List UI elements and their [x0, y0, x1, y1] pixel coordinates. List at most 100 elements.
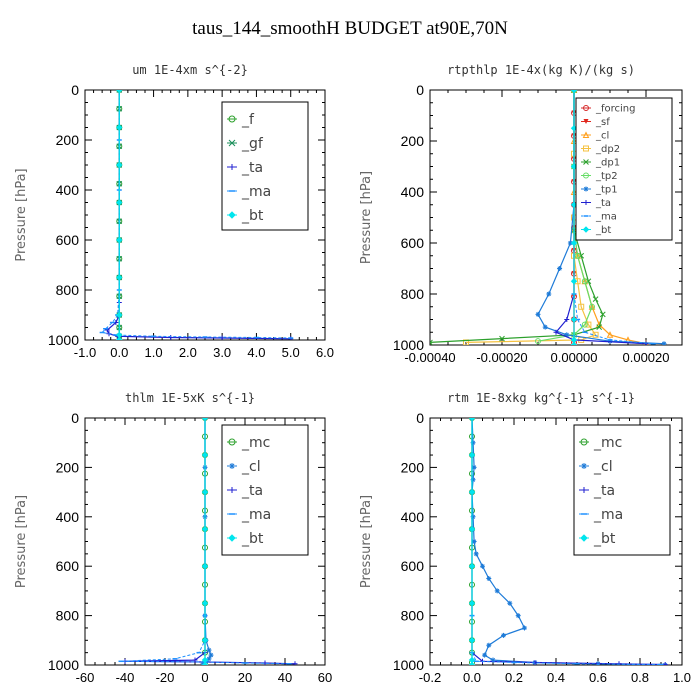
data-point — [570, 316, 578, 323]
data-point — [206, 656, 212, 662]
data-point — [219, 335, 225, 340]
data-point — [662, 662, 668, 665]
x-tick-label: 2.0 — [179, 345, 197, 360]
data-point — [581, 321, 588, 328]
x-tick-label: -0.00040 — [404, 350, 455, 365]
y-axis-label: Pressure [hPa] — [14, 495, 29, 588]
legend-marker — [228, 438, 236, 446]
series-line-ma — [573, 90, 654, 345]
legend-marker — [583, 105, 589, 111]
legend-marker — [228, 139, 236, 147]
data-point — [592, 296, 599, 302]
data-point — [482, 652, 488, 658]
y-tick-label: 1000 — [48, 657, 79, 673]
data-point — [473, 551, 479, 557]
data-point — [200, 661, 206, 665]
data-point — [507, 600, 513, 606]
data-point — [578, 303, 585, 310]
legend-label: _dp1 — [595, 158, 620, 169]
data-point — [606, 331, 614, 338]
y-tick-label: 1000 — [393, 337, 424, 353]
chart-title: rtpthlp 1E-4x(kg K)/(kg s) — [447, 63, 635, 77]
y-tick-label: 600 — [401, 558, 425, 574]
data-point — [116, 90, 123, 93]
legend: _mc _cl _ta _ma _bt — [221, 424, 309, 556]
legend-marker — [583, 200, 589, 205]
legend-marker — [583, 119, 589, 124]
data-point — [596, 324, 603, 331]
legend-label: _f — [241, 112, 255, 128]
y-tick-label: 800 — [401, 286, 425, 302]
y-tick-label: 400 — [401, 509, 425, 525]
data-point — [515, 613, 521, 619]
y-tick-label: 400 — [56, 509, 80, 525]
data-point — [570, 341, 578, 345]
data-point — [201, 451, 209, 459]
series-line-tp1 — [537, 90, 665, 345]
data-point — [490, 657, 496, 663]
data-point — [471, 539, 477, 544]
data-point — [208, 652, 214, 658]
data-point — [570, 90, 578, 94]
x-tick-label: -40 — [116, 670, 135, 685]
y-tick-label: 0 — [71, 410, 79, 426]
data-point — [201, 661, 209, 665]
data-point — [501, 632, 506, 638]
data-point — [589, 303, 595, 310]
legend: _forcing _sf _cl _dp2 _dp1 _tp2 _tp1 _ta _ma _bt — [575, 97, 673, 241]
data-point — [292, 661, 298, 665]
legend-label: _dp2 — [595, 144, 620, 155]
chart-title: thlm 1E-5xK s^{-1} — [125, 391, 255, 405]
x-tick-label: 40 — [278, 670, 292, 685]
data-point — [486, 642, 492, 648]
series-group — [430, 90, 667, 345]
x-tick-label: 0.2 — [505, 670, 523, 685]
x-tick-label: 20 — [238, 670, 252, 685]
data-point — [116, 124, 123, 131]
legend-label: _mc — [593, 435, 622, 451]
data-point — [499, 335, 505, 342]
data-point — [553, 329, 559, 335]
series-group — [99, 90, 294, 340]
legend-box — [573, 424, 671, 556]
data-point — [567, 240, 573, 246]
data-point — [599, 311, 606, 318]
data-point — [116, 336, 123, 340]
legend-marker — [581, 463, 587, 469]
legend-marker — [583, 159, 589, 165]
legend-marker — [228, 534, 236, 542]
y-axis-label: Pressure [hPa] — [359, 171, 374, 264]
legend-label: _ma — [595, 212, 617, 223]
legend-label: _bt — [595, 225, 611, 236]
legend-box — [221, 101, 309, 231]
y-tick-label: 600 — [401, 235, 425, 251]
x-tick-label: 0 — [201, 670, 208, 685]
data-point — [585, 321, 592, 328]
x-tick-label: -20 — [156, 670, 175, 685]
legend: _mc _cl _ta _ma _bt — [573, 424, 671, 556]
legend-label: _ta — [593, 483, 615, 499]
x-tick-label: 0.00020 — [623, 350, 670, 365]
data-point — [206, 647, 212, 653]
legend-label: _ta — [595, 198, 611, 209]
x-tick-label: 0.6 — [589, 670, 607, 685]
y-axis-label: Pressure [hPa] — [359, 495, 374, 588]
legend-marker — [229, 164, 235, 170]
data-point — [471, 464, 477, 470]
legend-label: _tp1 — [595, 185, 618, 196]
legend-marker — [583, 145, 589, 152]
data-point — [116, 274, 123, 281]
data-point — [116, 199, 123, 206]
x-tick-label: 60 — [318, 670, 332, 685]
data-point — [494, 588, 500, 594]
legend-marker — [229, 463, 235, 469]
y-tick-label: 600 — [56, 558, 80, 574]
legend-label: _ma — [241, 184, 271, 200]
data-point — [201, 637, 209, 644]
data-point — [570, 336, 578, 344]
x-tick-label: 6.0 — [316, 345, 334, 360]
y-tick-label: 400 — [56, 182, 80, 198]
x-tick-label: -60 — [76, 670, 95, 685]
data-point — [557, 266, 563, 271]
y-tick-label: 800 — [56, 282, 80, 298]
